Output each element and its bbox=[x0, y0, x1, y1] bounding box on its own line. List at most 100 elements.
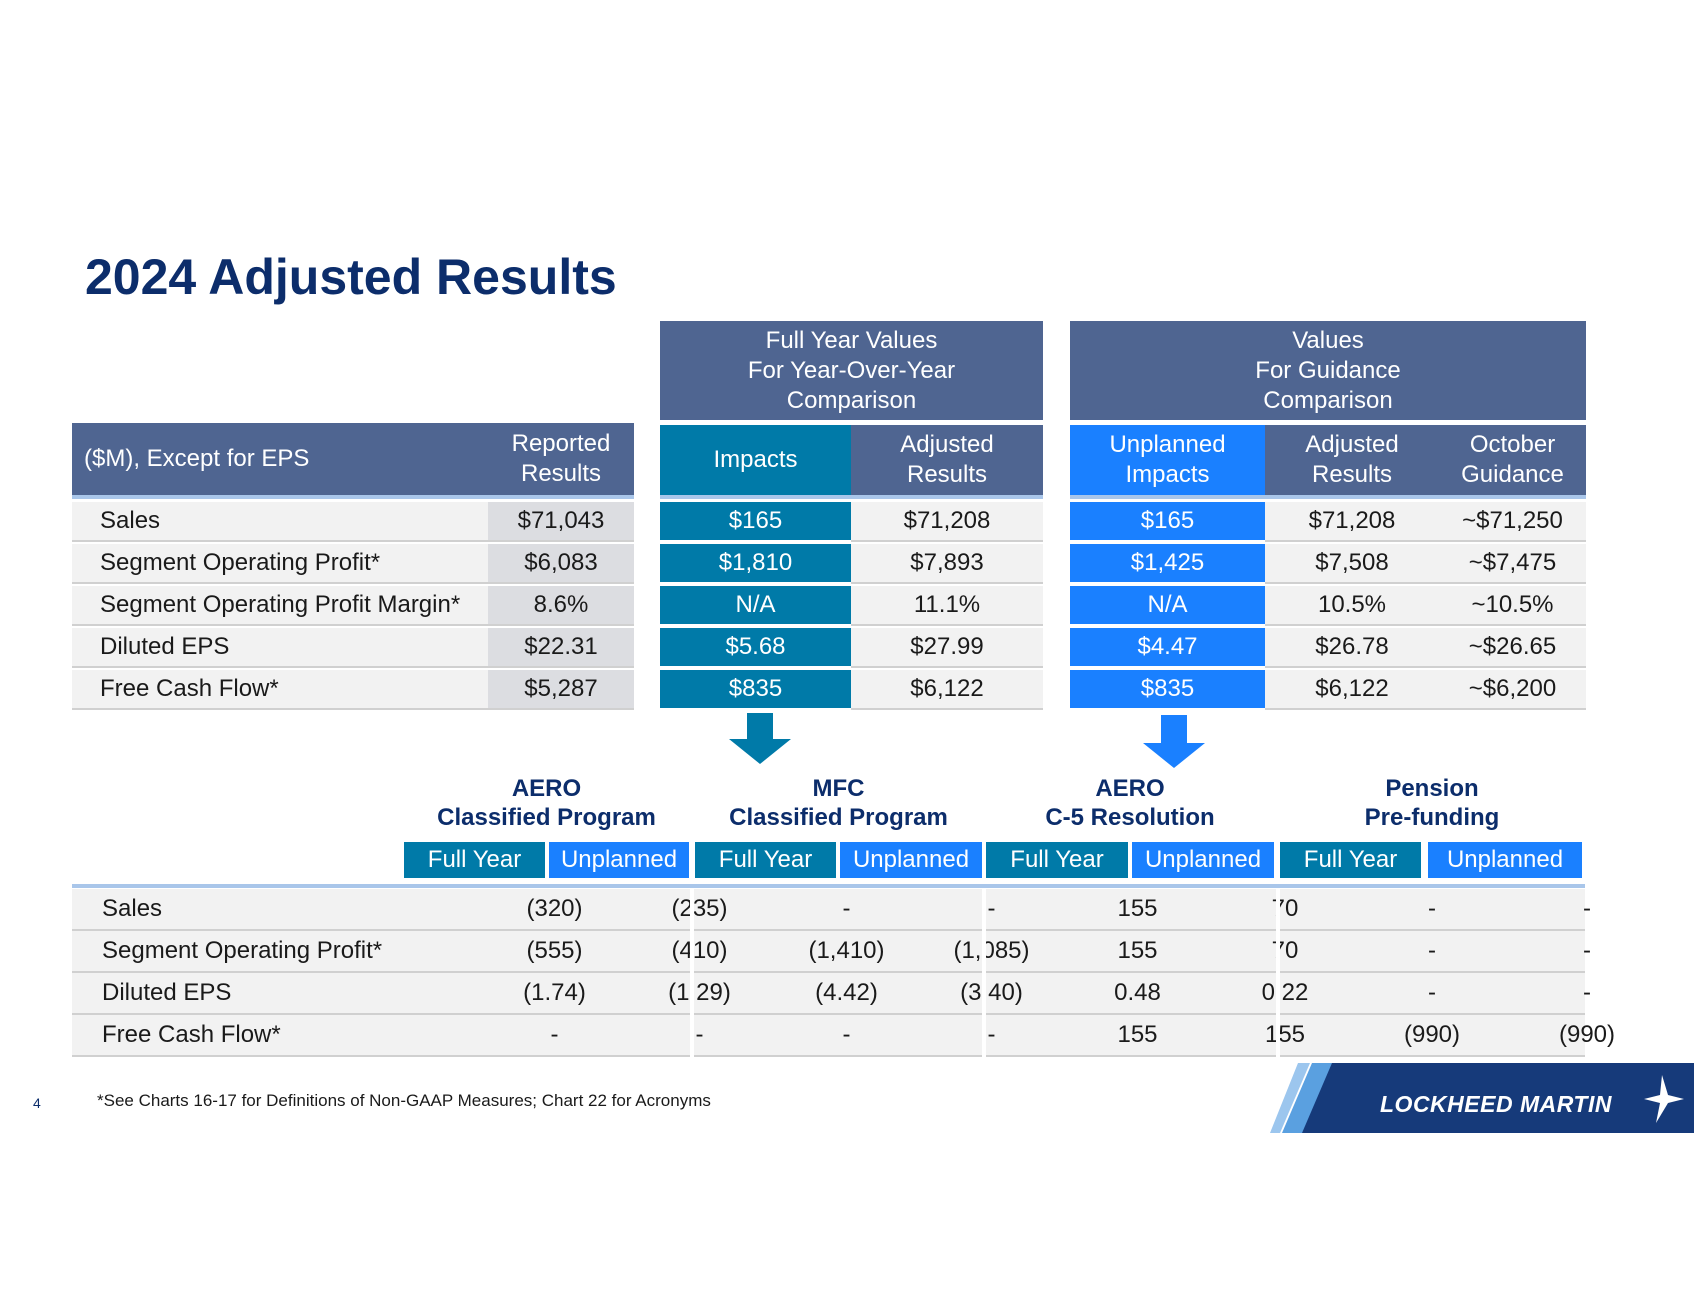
value-cell: (1,410) bbox=[808, 937, 885, 964]
reported-header-line-1: Reported bbox=[511, 430, 611, 457]
table-row-free-cash-flow: Free Cash Flow* $5,287 $835 $6,122 $835 … bbox=[72, 670, 1586, 712]
table-row-sales: Sales $71,043 $165 $71,208 $165 $71,208 … bbox=[72, 502, 1586, 544]
logo-text: LOCKHEED MARTIN bbox=[1380, 1091, 1612, 1117]
sub-header-full-year: Full Year bbox=[1280, 842, 1421, 878]
value-cell: (1,085) bbox=[953, 937, 1030, 964]
unplanned-value: $4.47 bbox=[1070, 628, 1265, 668]
guidance-group-line-3: Comparison bbox=[1263, 386, 1393, 414]
value-cell: 155 bbox=[1117, 895, 1158, 922]
guidance-group-line-2: For Guidance bbox=[1255, 356, 1401, 384]
group-separator bbox=[690, 889, 694, 931]
group-separator bbox=[982, 973, 986, 1015]
unplanned-header-line-1: Unplanned bbox=[1109, 431, 1226, 458]
sub-header-unplanned: Unplanned bbox=[840, 842, 982, 878]
sub-header-unplanned: Unplanned bbox=[1132, 842, 1274, 878]
lockheed-martin-logo bbox=[1270, 1063, 1694, 1133]
impacts-value: $1,810 bbox=[660, 544, 851, 584]
row-label: Free Cash Flow* bbox=[102, 1021, 281, 1048]
value-cell: (235) bbox=[671, 895, 728, 922]
group-separator bbox=[690, 931, 694, 973]
value-cell: - bbox=[550, 1021, 559, 1048]
value-cell: (320) bbox=[526, 895, 583, 922]
sub-header-full-year: Full Year bbox=[695, 842, 836, 878]
value-cell: 155 bbox=[1264, 1021, 1306, 1048]
value-cell: 70 bbox=[1271, 937, 1299, 964]
adjusted-g-value: $71,208 bbox=[1265, 502, 1439, 542]
value-cell: (4.42) bbox=[815, 979, 878, 1006]
unplanned-impacts-header: Unplanned Impacts bbox=[1070, 425, 1265, 495]
value-cell: - bbox=[987, 895, 996, 922]
unplanned-value: $1,425 bbox=[1070, 544, 1265, 584]
table-row-segment-operating-profit-margin: Segment Operating Profit Margin* 8.6% N/… bbox=[72, 586, 1586, 628]
october-value: ~$6,200 bbox=[1439, 670, 1586, 710]
value-cell: 0.48 bbox=[1114, 979, 1161, 1006]
row-label: Diluted EPS bbox=[102, 979, 232, 1006]
adjusted-g-value: $6,122 bbox=[1265, 670, 1439, 710]
row-label: Segment Operating Profit Margin* bbox=[72, 586, 488, 626]
group-separator bbox=[982, 1015, 986, 1057]
adjusted-guidance-header: Adjusted Results bbox=[1265, 425, 1439, 495]
program-line-1: AERO bbox=[511, 775, 582, 802]
impacts-value: $835 bbox=[660, 670, 851, 710]
row-label: Diluted EPS bbox=[72, 628, 488, 668]
value-cell: - bbox=[695, 1021, 704, 1048]
row-label: Segment Operating Profit* bbox=[72, 544, 488, 584]
adjusted-fy-value: $7,893 bbox=[851, 544, 1043, 584]
reported-value: $71,043 bbox=[488, 502, 634, 542]
value-cell: 155 bbox=[1117, 937, 1158, 964]
reported-value: $5,287 bbox=[488, 670, 634, 710]
value-cell: (990) bbox=[1558, 1021, 1616, 1048]
unplanned-header-line-2: Impacts bbox=[1125, 461, 1210, 488]
october-value: ~$71,250 bbox=[1439, 502, 1586, 542]
adjusted-fy-value: $27.99 bbox=[851, 628, 1043, 668]
row-label: Sales bbox=[102, 895, 163, 922]
reported-value: $6,083 bbox=[488, 544, 634, 584]
adjusted-g-value: 10.5% bbox=[1265, 586, 1439, 626]
guidance-header-underline bbox=[1070, 495, 1586, 499]
october-guidance-header: October Guidance bbox=[1439, 425, 1586, 495]
value-cell: - bbox=[1583, 895, 1591, 922]
full-year-group-line-1: Full Year Values bbox=[765, 326, 938, 354]
group-separator bbox=[982, 931, 986, 973]
program-line-1: MFC bbox=[812, 775, 865, 802]
bottom-row-diluted-eps: Diluted EPS (1.74) (1.29) (4.42) (3.40) … bbox=[72, 973, 1591, 1015]
value-cell: - bbox=[1428, 895, 1436, 922]
group-separator bbox=[1276, 931, 1280, 973]
value-cell: 0.22 bbox=[1261, 979, 1309, 1006]
adjusted-fy-value: 11.1% bbox=[851, 586, 1043, 626]
adjusted-g-header-line-1: Adjusted bbox=[1305, 431, 1399, 458]
value-cell: (1.29) bbox=[668, 979, 731, 1006]
bottom-header-underline bbox=[72, 884, 1585, 888]
bottom-row-free-cash-flow: Free Cash Flow* - - - - 155 155 (990) (9… bbox=[72, 1015, 1615, 1057]
guidance-group-header: Values For Guidance Comparison bbox=[1070, 321, 1586, 420]
star-icon bbox=[1644, 1075, 1684, 1123]
october-value: ~$26.65 bbox=[1439, 628, 1586, 668]
bottom-row-sales: Sales (320) (235) - - 155 70 - - bbox=[72, 889, 1591, 931]
value-cell: 155 bbox=[1117, 1021, 1158, 1048]
value-cell: - bbox=[842, 895, 851, 922]
adjusted-g-header-line-2: Results bbox=[1311, 461, 1393, 488]
group-separator bbox=[690, 1015, 694, 1057]
program-title-pension: Pension Pre-funding bbox=[1278, 774, 1586, 832]
table-row-diluted-eps: Diluted EPS $22.31 $5.68 $27.99 $4.47 $2… bbox=[72, 628, 1586, 670]
value-cell: - bbox=[842, 1021, 851, 1048]
adjusted-fy-header-line-1: Adjusted bbox=[900, 431, 994, 458]
value-cell: (990) bbox=[1403, 1021, 1461, 1048]
sub-header-unplanned: Unplanned bbox=[549, 842, 689, 878]
adjusted-fy-header-line-2: Results bbox=[906, 461, 988, 488]
value-cell: (3.40) bbox=[960, 979, 1023, 1006]
value-cell: (1.74) bbox=[523, 979, 586, 1006]
footnote: *See Charts 16-17 for Definitions of Non… bbox=[97, 1091, 711, 1110]
adjusted-g-value: $26.78 bbox=[1265, 628, 1439, 668]
full-year-group-line-2: For Year-Over-Year bbox=[747, 356, 956, 384]
group-separator bbox=[1276, 1015, 1280, 1057]
program-line-2: Classified Program bbox=[437, 804, 656, 831]
adjusted-fy-header: Adjusted Results bbox=[851, 425, 1043, 495]
value-cell: 70 bbox=[1271, 895, 1299, 922]
adjusted-fy-value: $6,122 bbox=[851, 670, 1043, 710]
reported-results-header: Reported Results bbox=[488, 423, 634, 495]
reported-value: $22.31 bbox=[488, 628, 634, 668]
page-number: 4 bbox=[33, 1095, 41, 1111]
value-cell: - bbox=[1428, 937, 1436, 964]
unplanned-down-arrow-icon bbox=[1143, 715, 1205, 768]
